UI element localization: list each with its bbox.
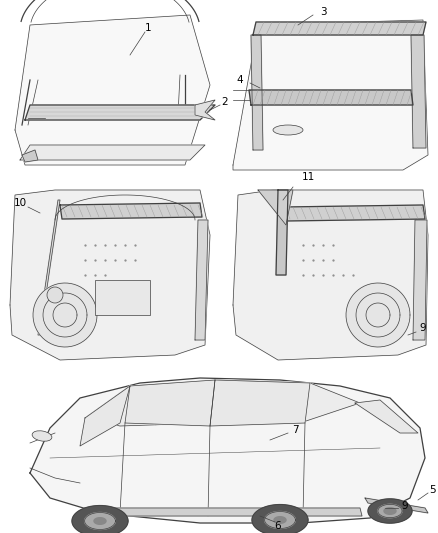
Polygon shape: [365, 498, 428, 513]
Text: 9: 9: [420, 323, 426, 333]
Polygon shape: [413, 220, 427, 340]
Polygon shape: [22, 150, 38, 162]
Polygon shape: [233, 190, 428, 360]
Polygon shape: [276, 190, 288, 275]
Polygon shape: [384, 508, 396, 514]
Polygon shape: [72, 506, 128, 533]
Ellipse shape: [273, 125, 303, 135]
Polygon shape: [125, 380, 215, 426]
Polygon shape: [283, 205, 425, 221]
Polygon shape: [378, 504, 402, 518]
Polygon shape: [253, 22, 426, 35]
Bar: [95, 280, 150, 315]
Polygon shape: [85, 508, 362, 516]
Polygon shape: [251, 35, 263, 150]
Polygon shape: [346, 283, 410, 347]
Text: 6: 6: [275, 521, 281, 531]
Polygon shape: [60, 203, 202, 219]
Text: 11: 11: [301, 172, 314, 182]
Polygon shape: [411, 35, 426, 148]
Polygon shape: [195, 100, 215, 120]
Text: 9: 9: [402, 501, 408, 511]
Polygon shape: [210, 380, 310, 426]
Polygon shape: [274, 516, 286, 523]
Text: 1: 1: [145, 23, 151, 33]
Text: 3: 3: [320, 7, 326, 17]
Polygon shape: [258, 190, 293, 225]
Ellipse shape: [32, 431, 52, 441]
Polygon shape: [355, 400, 418, 433]
Polygon shape: [252, 505, 308, 533]
Polygon shape: [94, 518, 106, 524]
Text: 4: 4: [237, 75, 244, 85]
Polygon shape: [20, 145, 205, 160]
Polygon shape: [233, 20, 428, 170]
Polygon shape: [249, 90, 413, 105]
Polygon shape: [38, 200, 60, 335]
Text: 5: 5: [429, 485, 435, 495]
Polygon shape: [80, 386, 130, 446]
Circle shape: [47, 287, 63, 303]
Polygon shape: [85, 380, 360, 426]
Polygon shape: [10, 190, 210, 360]
Polygon shape: [15, 15, 210, 165]
Polygon shape: [30, 378, 425, 523]
Text: 2: 2: [222, 97, 228, 107]
Text: 10: 10: [14, 198, 27, 208]
Polygon shape: [265, 512, 295, 528]
Text: 7: 7: [292, 425, 298, 435]
Polygon shape: [195, 220, 208, 340]
Polygon shape: [25, 105, 215, 120]
Polygon shape: [368, 499, 412, 523]
Polygon shape: [85, 513, 115, 529]
Polygon shape: [33, 283, 97, 347]
